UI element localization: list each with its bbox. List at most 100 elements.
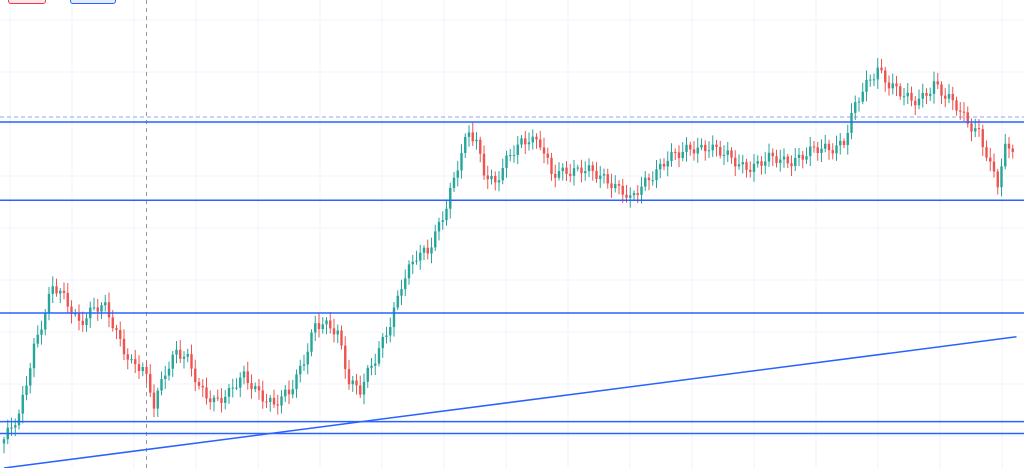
candle-body (467, 132, 471, 137)
candle-body (895, 83, 898, 87)
candle-body (771, 152, 774, 157)
candle-body (137, 364, 141, 372)
candle-body (674, 151, 677, 153)
candle-body (782, 156, 786, 160)
candle-body (704, 144, 707, 152)
candle-body (790, 163, 793, 167)
candle-body (779, 159, 782, 164)
trendline (3, 336, 1017, 469)
candle-body (344, 345, 347, 370)
candle-body (381, 336, 384, 349)
candle-body (374, 363, 377, 366)
candle-body (490, 175, 493, 180)
candle-body (460, 152, 463, 171)
candle-body (959, 110, 962, 112)
candle-body (685, 144, 688, 152)
candle-body (936, 81, 939, 85)
candle-body (107, 302, 111, 318)
candle-body (617, 184, 621, 186)
candle-body (516, 144, 519, 156)
candle-body (760, 161, 763, 166)
candle-body (445, 208, 448, 221)
candle-body (512, 155, 516, 157)
candle-body (430, 247, 433, 254)
candle-body (145, 367, 148, 374)
candle-body (389, 327, 392, 336)
candle-body (621, 185, 624, 195)
candle-body (824, 143, 827, 149)
candle-body (546, 153, 549, 158)
candle-body (981, 129, 984, 148)
candle-body (745, 162, 748, 170)
candle-body (370, 365, 373, 368)
candle-body (584, 171, 587, 174)
candle-body (227, 388, 231, 397)
candle-body (212, 397, 216, 403)
candle-body (809, 146, 812, 157)
candle-body (917, 98, 921, 106)
candle-body (805, 156, 808, 160)
candle-body (539, 139, 542, 148)
candle-body (171, 354, 174, 369)
candle-body (557, 171, 561, 178)
candle-body (726, 150, 729, 155)
candle-body (587, 165, 591, 172)
candle-body (325, 320, 328, 325)
candle-body (314, 323, 317, 333)
candle-body (366, 367, 369, 382)
candle-body (722, 154, 726, 156)
blue-price-tag (70, 0, 116, 4)
candle-body (14, 425, 17, 428)
candle-body (392, 307, 396, 328)
candle-body (610, 183, 613, 189)
candle-body (276, 404, 279, 406)
candle-body (794, 157, 797, 167)
candle-body (216, 397, 219, 399)
candle-body (396, 295, 399, 308)
candle-body (261, 390, 264, 402)
candle-body (2, 439, 6, 444)
candle-body (456, 170, 459, 178)
candle-body (302, 364, 306, 366)
candle-body (940, 84, 943, 96)
candle-body (929, 93, 932, 96)
candle-body (914, 100, 917, 106)
candle-body (156, 390, 159, 409)
candle-body (985, 147, 988, 158)
candle-body (662, 163, 666, 167)
candle-body (569, 173, 572, 176)
candle-body (306, 351, 309, 365)
candle-body (246, 371, 249, 384)
candle-body (497, 180, 501, 183)
candle-body (524, 138, 527, 145)
candle-body (925, 92, 928, 96)
candle-body (235, 387, 238, 389)
candle-body (854, 102, 857, 113)
candle-body (134, 359, 137, 365)
candle-body (839, 140, 842, 146)
candle-body (801, 154, 804, 160)
candle-body (239, 377, 242, 388)
candle-body (265, 401, 268, 403)
candle-body (494, 175, 497, 183)
candle-body (707, 150, 711, 152)
candle-body (209, 398, 212, 403)
candle-body (700, 144, 703, 148)
candle-body (786, 156, 789, 164)
candle-body (250, 383, 253, 390)
candle-body (329, 320, 332, 329)
candle-body (310, 332, 313, 352)
candle-body (85, 318, 88, 326)
candle-body (756, 161, 759, 164)
candle-body (767, 152, 771, 162)
candle-body (565, 167, 568, 174)
candle-body (32, 343, 36, 369)
candle-body (580, 167, 583, 174)
candle-body (17, 413, 21, 426)
candle-body (51, 286, 54, 294)
candle-body (419, 252, 422, 261)
candle-body (974, 128, 977, 132)
candle-body (486, 175, 489, 180)
